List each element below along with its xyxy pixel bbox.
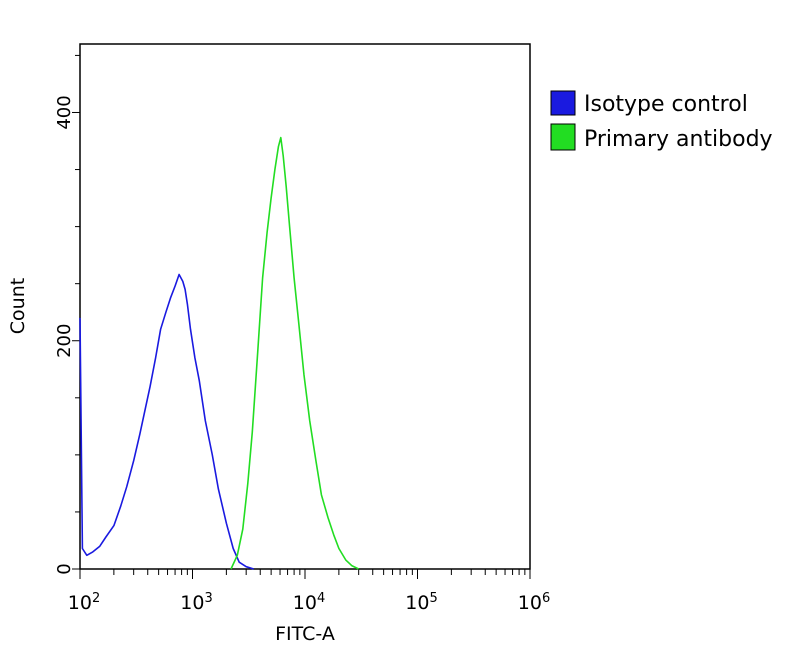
y-tick-label: 0 (54, 563, 75, 574)
x-tick-label: 104 (293, 591, 325, 615)
y-axis-label: Count (7, 278, 29, 334)
x-tick-label: 102 (68, 591, 100, 615)
legend-item-primary-antibody: Primary antibody (550, 123, 773, 152)
x-axis-label: FITC-A (275, 623, 335, 645)
plot-frame (79, 43, 531, 570)
y-axis: 0 200 400 (54, 54, 80, 575)
y-tick-label: 200 (54, 324, 75, 358)
series-line-primary-antibody (230, 136, 360, 570)
series-line-isotype-control (79, 273, 254, 570)
x-axis: 102 103 104 105 106 (68, 569, 550, 614)
legend: Isotype control Primary antibody (550, 90, 773, 152)
legend-swatch-isotype-control (550, 90, 576, 116)
legend-label-isotype-control: Isotype control (584, 92, 748, 117)
x-tick-label: 103 (180, 591, 212, 615)
legend-item-isotype-control: Isotype control (550, 90, 748, 117)
legend-label-primary-antibody: Primary antibody (584, 127, 773, 152)
y-tick-label: 400 (54, 95, 75, 129)
series-layer (79, 136, 360, 570)
legend-swatch-primary-antibody (550, 123, 576, 151)
x-tick-label: 105 (405, 591, 437, 615)
x-tick-label: 106 (518, 591, 550, 615)
